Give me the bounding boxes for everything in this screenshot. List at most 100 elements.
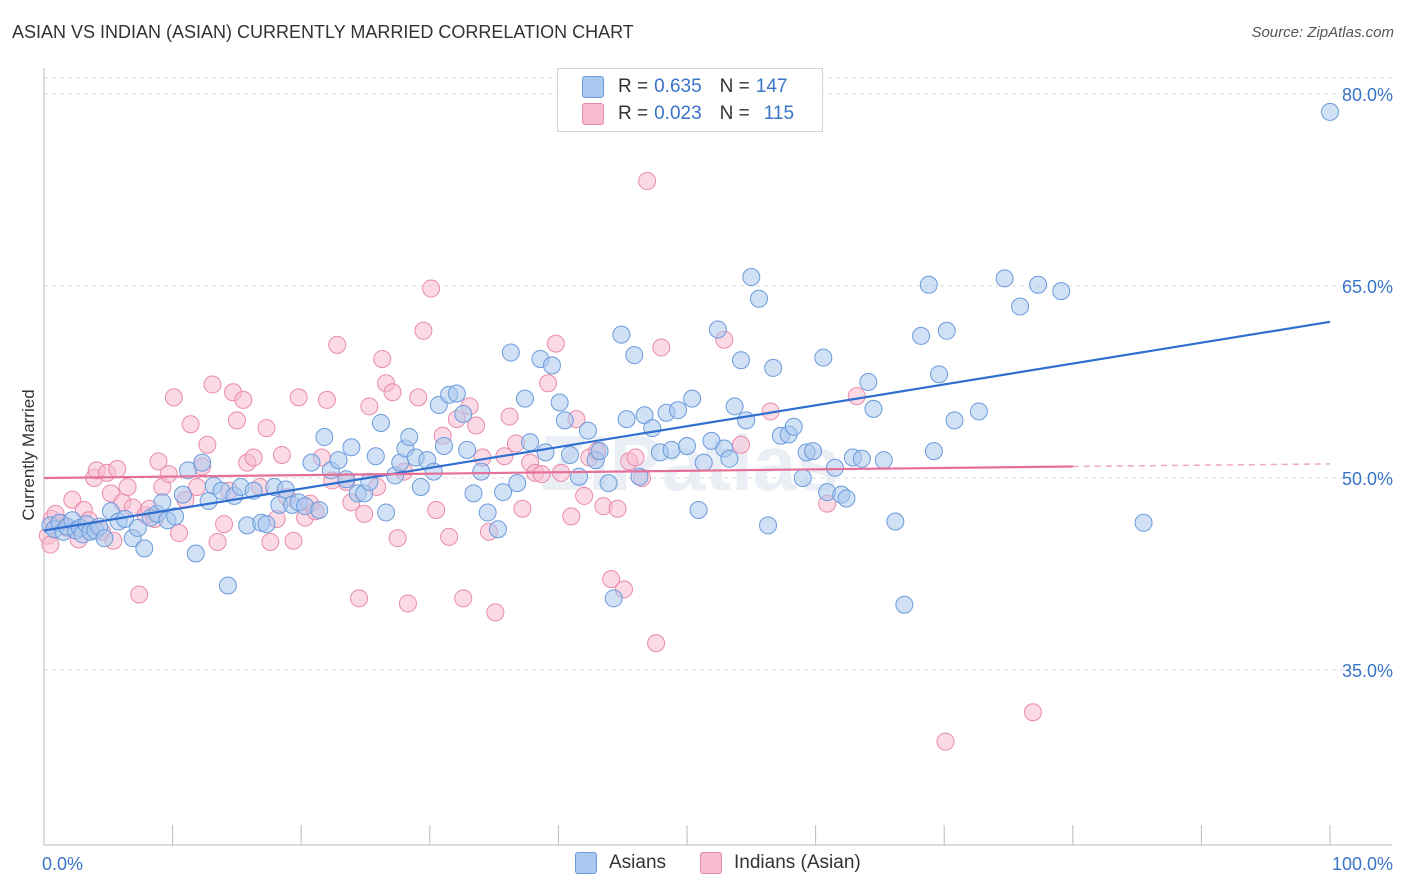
grid-lines [44, 77, 1392, 671]
legend-row-indians: R = 0.023 N = 115 [582, 102, 800, 126]
asians-point [501, 343, 520, 362]
asians-point [186, 544, 205, 563]
asians-point [1134, 513, 1153, 532]
asians-swatch [582, 76, 604, 98]
asians-point [173, 485, 192, 504]
legend-n-label: N = [719, 103, 750, 124]
asians-point [329, 451, 348, 470]
y-tick-label: 50.0% [1342, 469, 1393, 489]
asians-point [662, 440, 681, 459]
asians-point [1029, 275, 1048, 294]
indians-point [936, 732, 955, 751]
x-tick-label: 100.0% [1332, 854, 1393, 874]
asians-swatch [575, 852, 597, 874]
asians-point [708, 320, 727, 339]
indians-point [355, 504, 374, 523]
asians-point [886, 512, 905, 531]
indians-point [284, 531, 303, 550]
indians-point [159, 465, 178, 484]
asians-point [874, 451, 893, 470]
asians-point [411, 477, 430, 496]
asians-point [759, 516, 778, 535]
indians-trend-line [43, 465, 1073, 480]
asians-point [924, 442, 943, 461]
asians-point [366, 447, 385, 466]
asians-point [400, 428, 419, 447]
asians-trend-line [43, 320, 1331, 532]
indians-point [130, 585, 149, 604]
indians-point [562, 507, 581, 526]
asians-point [135, 539, 154, 558]
indians-point [215, 515, 234, 534]
asians-point [128, 518, 147, 537]
legend-asians-r: 0.635 [654, 76, 702, 97]
indians-point [602, 570, 621, 589]
indians-point [398, 594, 417, 613]
indians-point [149, 452, 168, 471]
indians-point [198, 435, 217, 454]
asians-point [166, 507, 185, 526]
correlation-legend: R = 0.635 N = 147 R = 0.023 N = 115 [557, 68, 823, 132]
asians-point [310, 501, 329, 519]
asians-point [617, 410, 636, 429]
asians-point [1052, 282, 1071, 301]
asians-point [742, 268, 761, 287]
asians-point [302, 453, 321, 472]
asians-point [569, 467, 588, 486]
asians-point [434, 437, 453, 455]
asians-point [464, 484, 483, 503]
indians-point [732, 435, 751, 454]
asians-point [683, 389, 702, 408]
indians-point [257, 419, 276, 438]
asians-point [937, 321, 956, 340]
asians-point [895, 595, 914, 614]
asians-point [472, 462, 491, 481]
asians-point [852, 449, 871, 468]
asians-point [371, 413, 390, 432]
legend-indians-r: 0.023 [654, 103, 702, 124]
asians-point [494, 483, 513, 502]
asians-point [625, 346, 644, 365]
asians-point [1321, 102, 1339, 121]
indians-point [350, 589, 369, 608]
asians-series [41, 102, 1339, 614]
asians-point [804, 442, 823, 461]
asians-point [814, 348, 833, 367]
indians-point [373, 349, 392, 368]
indians-point [41, 535, 60, 554]
indians-point [317, 390, 336, 409]
asians-point [377, 503, 396, 522]
asians-point [95, 529, 114, 548]
asians-point [969, 402, 988, 421]
indians-point [575, 486, 594, 505]
asians-point [555, 411, 574, 430]
asians-point [550, 393, 569, 412]
asians-point [720, 449, 739, 468]
bottom-legend-indians-label: Indians (Asian) [734, 852, 861, 873]
asians-point [764, 358, 783, 377]
bottom-legend-asians: Asians [575, 852, 666, 874]
indians-point [638, 172, 657, 191]
asians-point [218, 576, 237, 595]
asians-point [447, 384, 466, 403]
bottom-legend-asians-label: Asians [609, 852, 667, 873]
asians-point [342, 438, 361, 457]
asians-point [793, 469, 812, 487]
asians-point [578, 421, 597, 440]
asians-point [193, 453, 212, 472]
indians-point [289, 388, 308, 407]
indians-point [164, 388, 183, 407]
asians-point [689, 501, 708, 519]
asians-point [784, 417, 803, 436]
legend-n-label: N = [719, 76, 750, 97]
trend-lines [43, 320, 1331, 532]
asians-point [919, 275, 938, 294]
asians-point [930, 365, 949, 384]
asians-point [604, 589, 623, 608]
asians-point [521, 433, 540, 452]
asians-point [912, 326, 931, 345]
asians-point [837, 489, 856, 508]
indians-point [234, 390, 253, 409]
indians-point [170, 524, 189, 543]
indians-point [454, 589, 473, 608]
